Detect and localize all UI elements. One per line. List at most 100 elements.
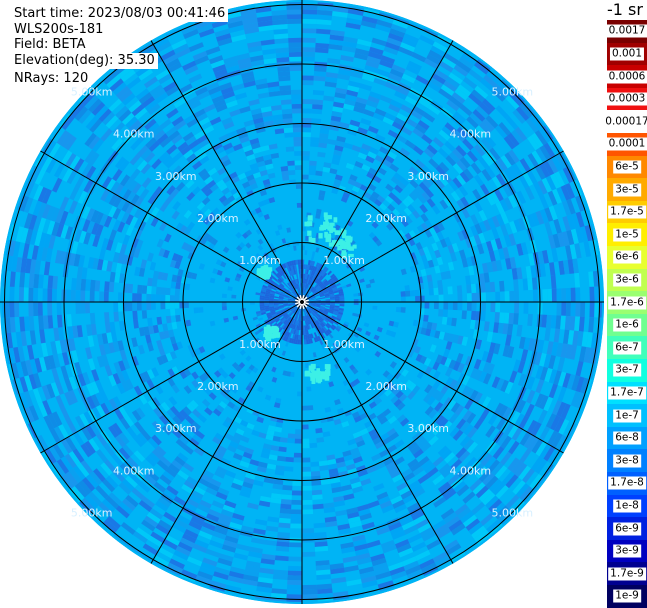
field-cell	[467, 302, 472, 311]
field-cell	[142, 310, 147, 319]
field-cell	[305, 236, 309, 241]
field-cell	[288, 571, 302, 576]
field-cell	[33, 302, 38, 316]
field-cell	[481, 302, 486, 312]
field-cell	[401, 307, 406, 313]
field-cell	[291, 99, 302, 104]
bright-patch-cell	[274, 326, 279, 332]
colorbar-label: 3e-7	[613, 364, 641, 377]
field-cell	[146, 294, 151, 302]
field-cell	[291, 509, 302, 514]
field-cell	[286, 146, 294, 151]
field-cell	[313, 504, 324, 510]
field-cell	[480, 283, 485, 293]
field-cell	[151, 302, 156, 310]
field-cell	[472, 302, 477, 311]
field-cell	[438, 309, 443, 317]
field-cell	[302, 151, 310, 156]
colorbar-label: 1.7e-5	[608, 206, 646, 219]
field-cell	[175, 282, 181, 289]
field-cell	[277, 532, 290, 538]
field-cell	[580, 302, 585, 317]
colorbar-label: 1e-7	[613, 409, 641, 422]
field-cell	[137, 293, 142, 302]
field-cell	[289, 542, 302, 547]
field-cell	[287, 589, 302, 594]
colorbar-label: 6e-9	[613, 522, 641, 535]
colorbar-label: 6e-8	[613, 432, 641, 445]
field-cell	[293, 132, 302, 137]
field-cell	[313, 90, 324, 96]
field-cell	[294, 142, 302, 147]
colorbar-label: 0.0006	[607, 70, 647, 83]
range-label: 2.00km	[365, 380, 407, 393]
field-cell	[290, 372, 294, 377]
field-cell	[495, 302, 500, 312]
field-cell	[294, 458, 302, 463]
field-cell	[443, 309, 448, 317]
field-cell	[556, 288, 561, 302]
field-cell	[297, 392, 302, 397]
field-cell	[279, 513, 291, 519]
field-cell	[523, 302, 528, 314]
field-cell	[80, 290, 85, 302]
colorbar-label: 1.7e-7	[608, 386, 646, 399]
field-cell	[288, 170, 295, 175]
field-cell	[81, 279, 87, 291]
field-cell	[433, 288, 438, 295]
field-cell	[76, 302, 81, 314]
field-cell	[222, 294, 227, 298]
field-cell	[302, 99, 313, 104]
range-label: 5.00km	[71, 86, 113, 99]
bright-patch-cell	[339, 239, 342, 244]
field-cell	[118, 302, 123, 312]
field-cell	[85, 302, 90, 313]
field-cell	[52, 289, 57, 302]
field-cell	[571, 302, 576, 316]
field-cell	[166, 316, 172, 324]
colorbar-label: 3e-9	[613, 545, 641, 558]
field-cell	[314, 532, 327, 538]
field-cell	[302, 472, 311, 477]
bright-patch-cell	[314, 372, 317, 375]
field-name: Field: BETA	[11, 37, 88, 53]
field-cell	[47, 289, 52, 302]
field-cell	[306, 386, 311, 391]
field-cell	[458, 294, 463, 302]
colorbar-label: 0.0003	[607, 93, 647, 106]
field-cell	[309, 161, 317, 166]
field-cell	[38, 302, 43, 316]
field-cell	[302, 585, 317, 590]
field-cell	[113, 302, 118, 312]
field-cell	[290, 66, 302, 71]
bright-patch-cell	[311, 379, 315, 384]
field-cell	[309, 170, 316, 175]
field-cell	[184, 302, 189, 308]
bright-patch-cell	[323, 222, 329, 226]
bright-patch-cell	[325, 237, 330, 242]
field-cell	[428, 281, 434, 288]
field-cell	[415, 296, 420, 302]
field-cell	[458, 302, 463, 310]
field-cell	[281, 494, 292, 500]
bright-patch-cell	[335, 230, 341, 235]
field-cell	[294, 453, 302, 458]
field-cell	[282, 114, 292, 119]
field-cell	[287, 580, 302, 585]
range-label: 3.00km	[155, 422, 197, 435]
bright-patch-cell	[308, 215, 313, 220]
field-cell	[170, 295, 175, 302]
field-cell	[542, 289, 547, 302]
bright-patch-cell	[318, 379, 321, 383]
field-cell	[312, 109, 322, 114]
field-cell	[222, 306, 227, 310]
field-cell	[490, 282, 495, 292]
field-cell	[509, 291, 514, 302]
field-cell	[505, 291, 510, 302]
field-cell	[453, 302, 458, 310]
colorbar-label: 6e-7	[613, 341, 641, 354]
field-cell	[57, 315, 63, 328]
field-cell	[47, 302, 52, 315]
field-cell	[310, 142, 319, 147]
range-label: 1.00km	[323, 254, 365, 267]
